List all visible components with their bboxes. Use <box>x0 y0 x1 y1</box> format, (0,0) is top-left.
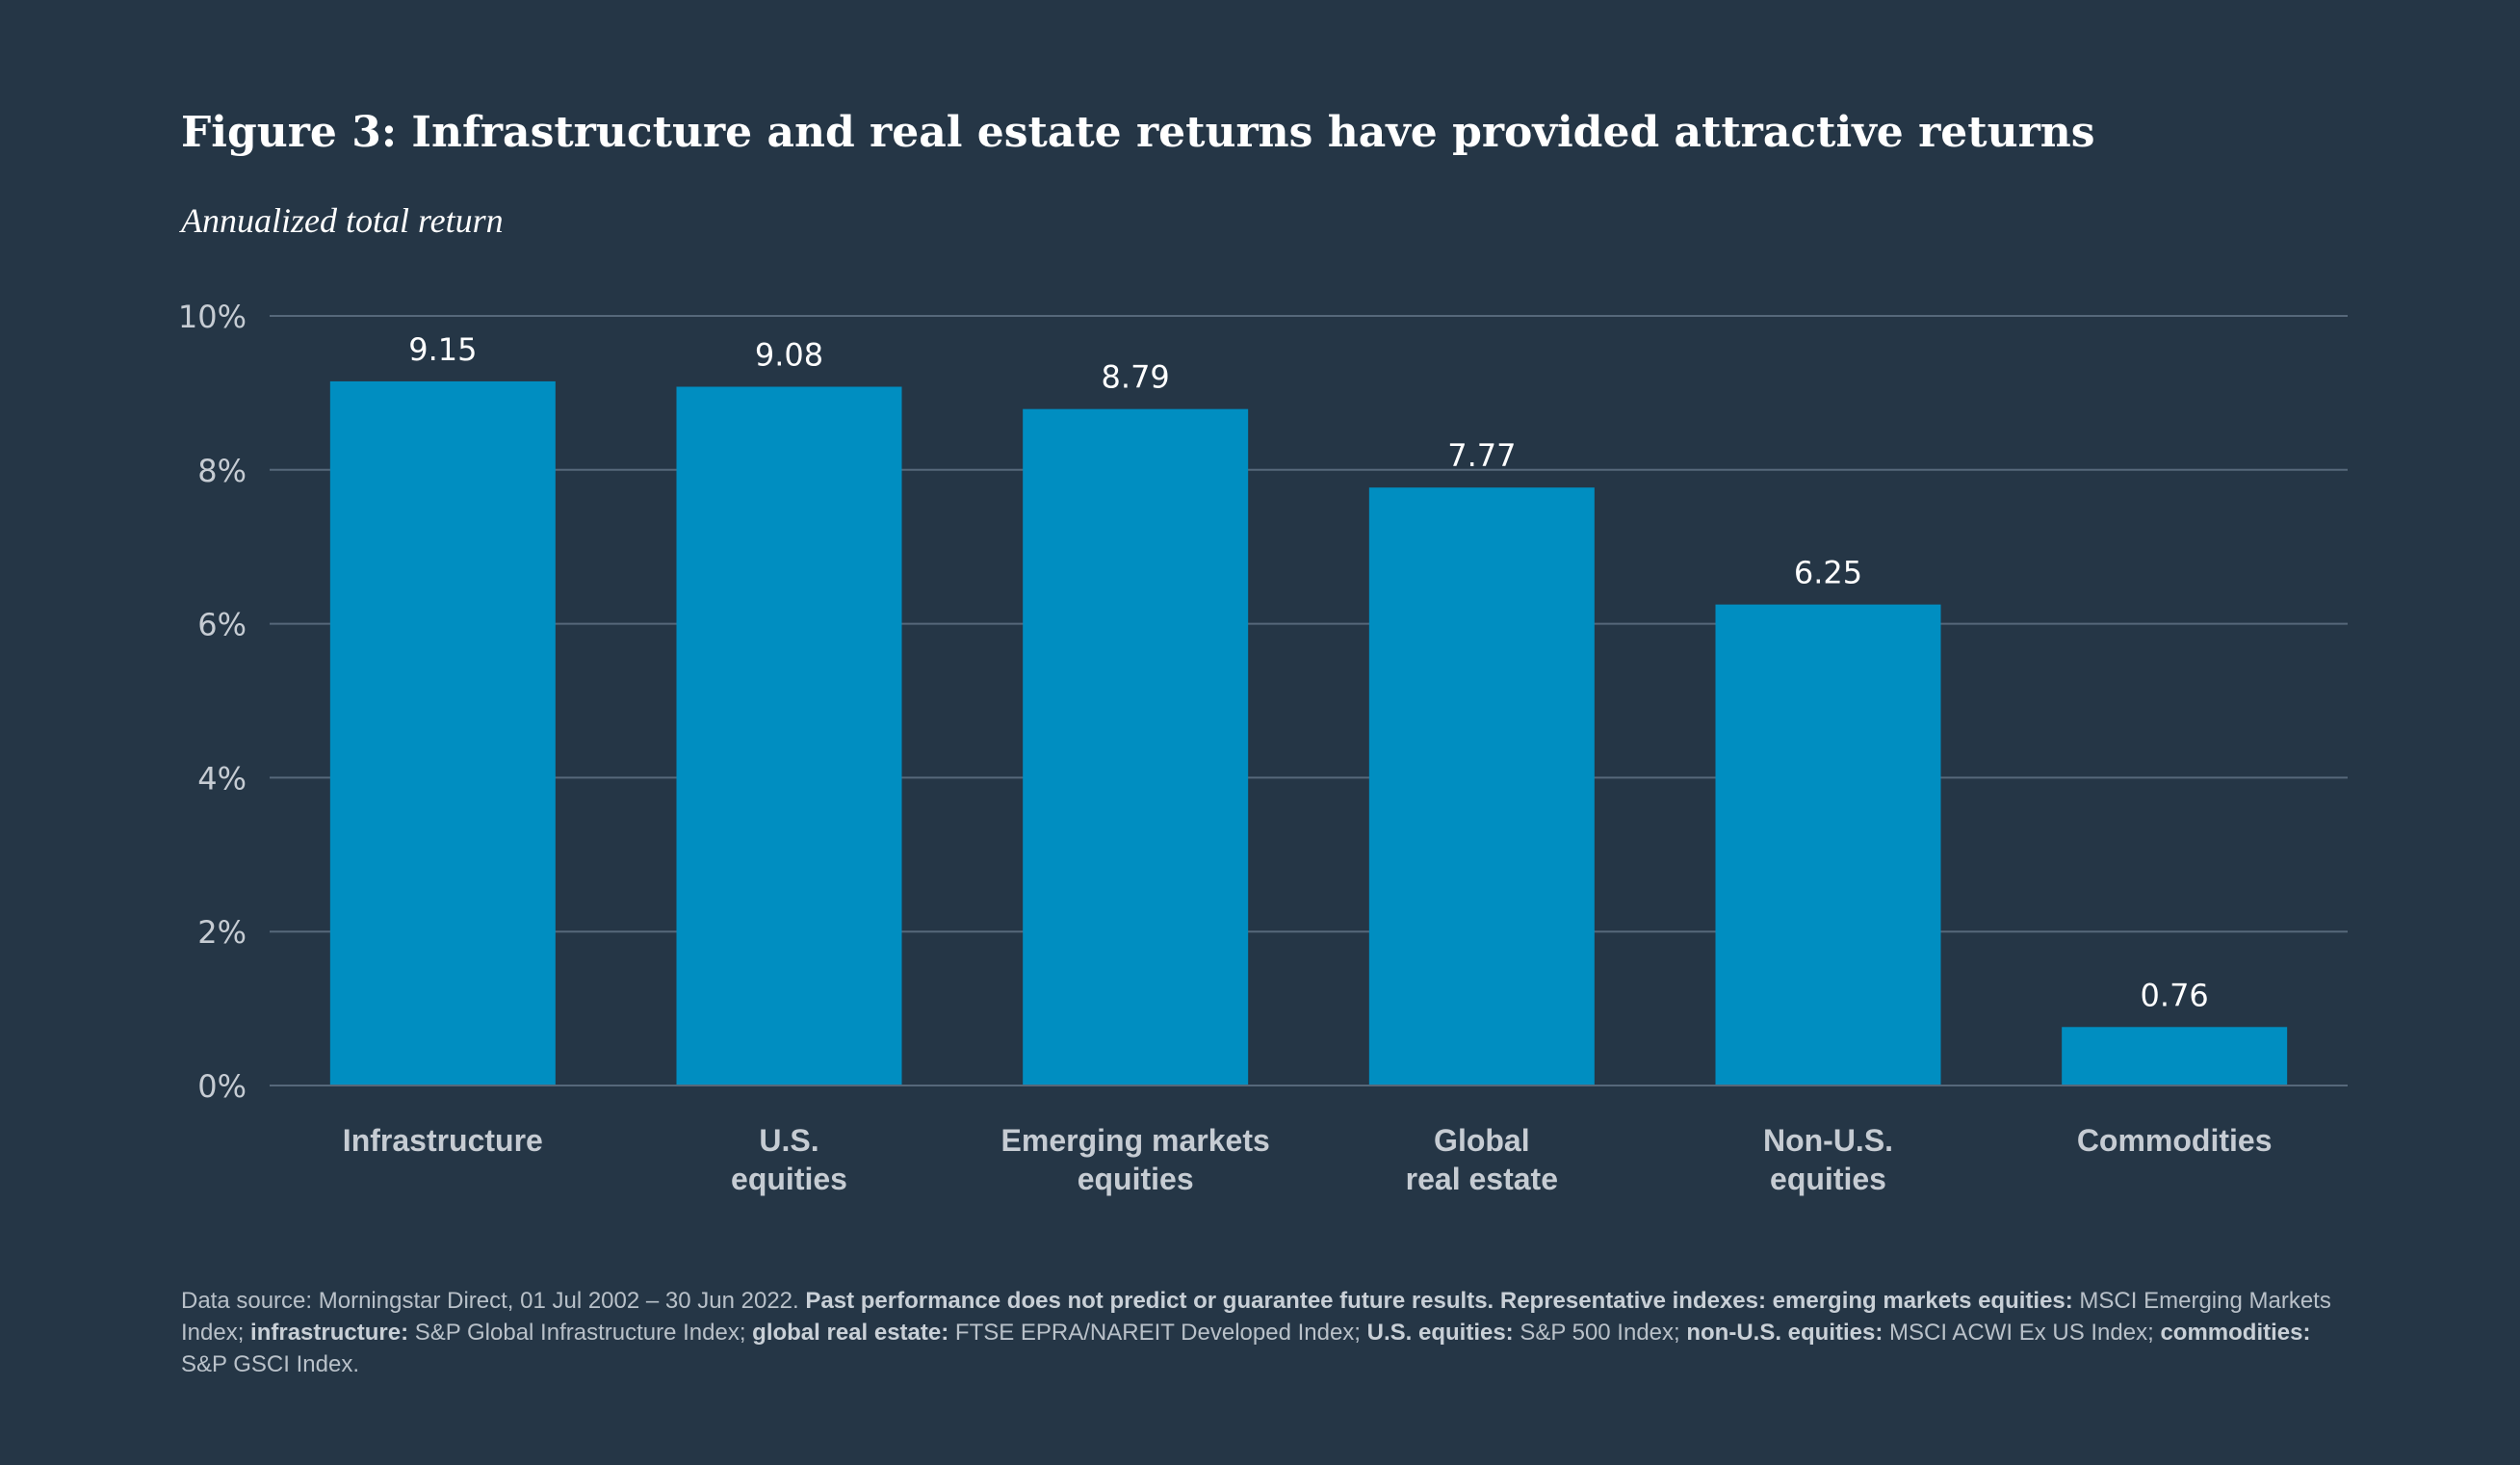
x-tick-label: Commodities <box>2077 1123 2273 1158</box>
x-tick-label: real estate <box>1406 1162 1558 1196</box>
y-tick-label: 0% <box>197 1068 247 1105</box>
footnote-bold-run: Past performance does not predict or gua… <box>805 1288 2073 1314</box>
y-tick-label: 8% <box>197 453 247 489</box>
data-label: 8.79 <box>1102 359 1170 396</box>
footnote-bold-run: commodities: <box>2160 1320 2311 1346</box>
x-tick-label: equities <box>731 1162 847 1196</box>
x-tick-label: equities <box>1770 1162 1886 1196</box>
y-tick-label: 10% <box>178 299 247 335</box>
data-label: 7.77 <box>1447 437 1516 474</box>
x-tick-label: Non-U.S. <box>1763 1123 1893 1158</box>
footnote-bold-run: global real estate: <box>752 1320 949 1346</box>
footnote-run: S&P Global Infrastructure Index; <box>408 1320 753 1346</box>
chart-subtitle: Annualized total return <box>181 201 504 240</box>
footnote-run: MSCI Emerging Markets Index; <box>181 1288 2331 1346</box>
x-tick-label: Emerging markets <box>1001 1123 1270 1158</box>
footnote-run: Data source: Morningstar Direct, 01 Jul … <box>181 1288 806 1314</box>
footnote-bold-run: infrastructure: <box>250 1320 409 1346</box>
footnote-bold-run: non-U.S. equities: <box>1686 1320 1884 1346</box>
chart-title: Figure 3: Infrastructure and real estate… <box>181 108 2095 157</box>
y-tick-label: 6% <box>197 607 247 643</box>
bar <box>676 386 902 1086</box>
data-label: 0.76 <box>2141 977 2209 1013</box>
footnote-run: MSCI ACWI Ex US Index; <box>1883 1320 2161 1346</box>
y-tick-label: 2% <box>197 914 247 951</box>
footnote: Data source: Morningstar Direct, 01 Jul … <box>181 1285 2357 1380</box>
bar <box>1023 408 1249 1086</box>
bar <box>329 380 556 1086</box>
bar <box>2062 1027 2288 1086</box>
data-label: 6.25 <box>1794 555 1862 591</box>
x-tick-label: Infrastructure <box>343 1123 543 1158</box>
footnote-run: FTSE EPRA/NAREIT Developed Index; <box>948 1320 1367 1346</box>
bar <box>1368 487 1595 1086</box>
footnote-run: S&P GSCI Index. <box>181 1351 359 1377</box>
y-tick-label: 4% <box>197 760 247 797</box>
x-tick-label: Global <box>1434 1123 1530 1158</box>
footnote-run: S&P 500 Index; <box>1513 1320 1687 1346</box>
footnote-bold-run: U.S. equities: <box>1366 1320 1514 1346</box>
x-tick-label: equities <box>1078 1162 1194 1196</box>
data-label: 9.15 <box>408 331 477 368</box>
data-label: 9.08 <box>755 337 823 374</box>
bar <box>1715 604 1941 1086</box>
x-tick-label: U.S. <box>759 1123 818 1158</box>
